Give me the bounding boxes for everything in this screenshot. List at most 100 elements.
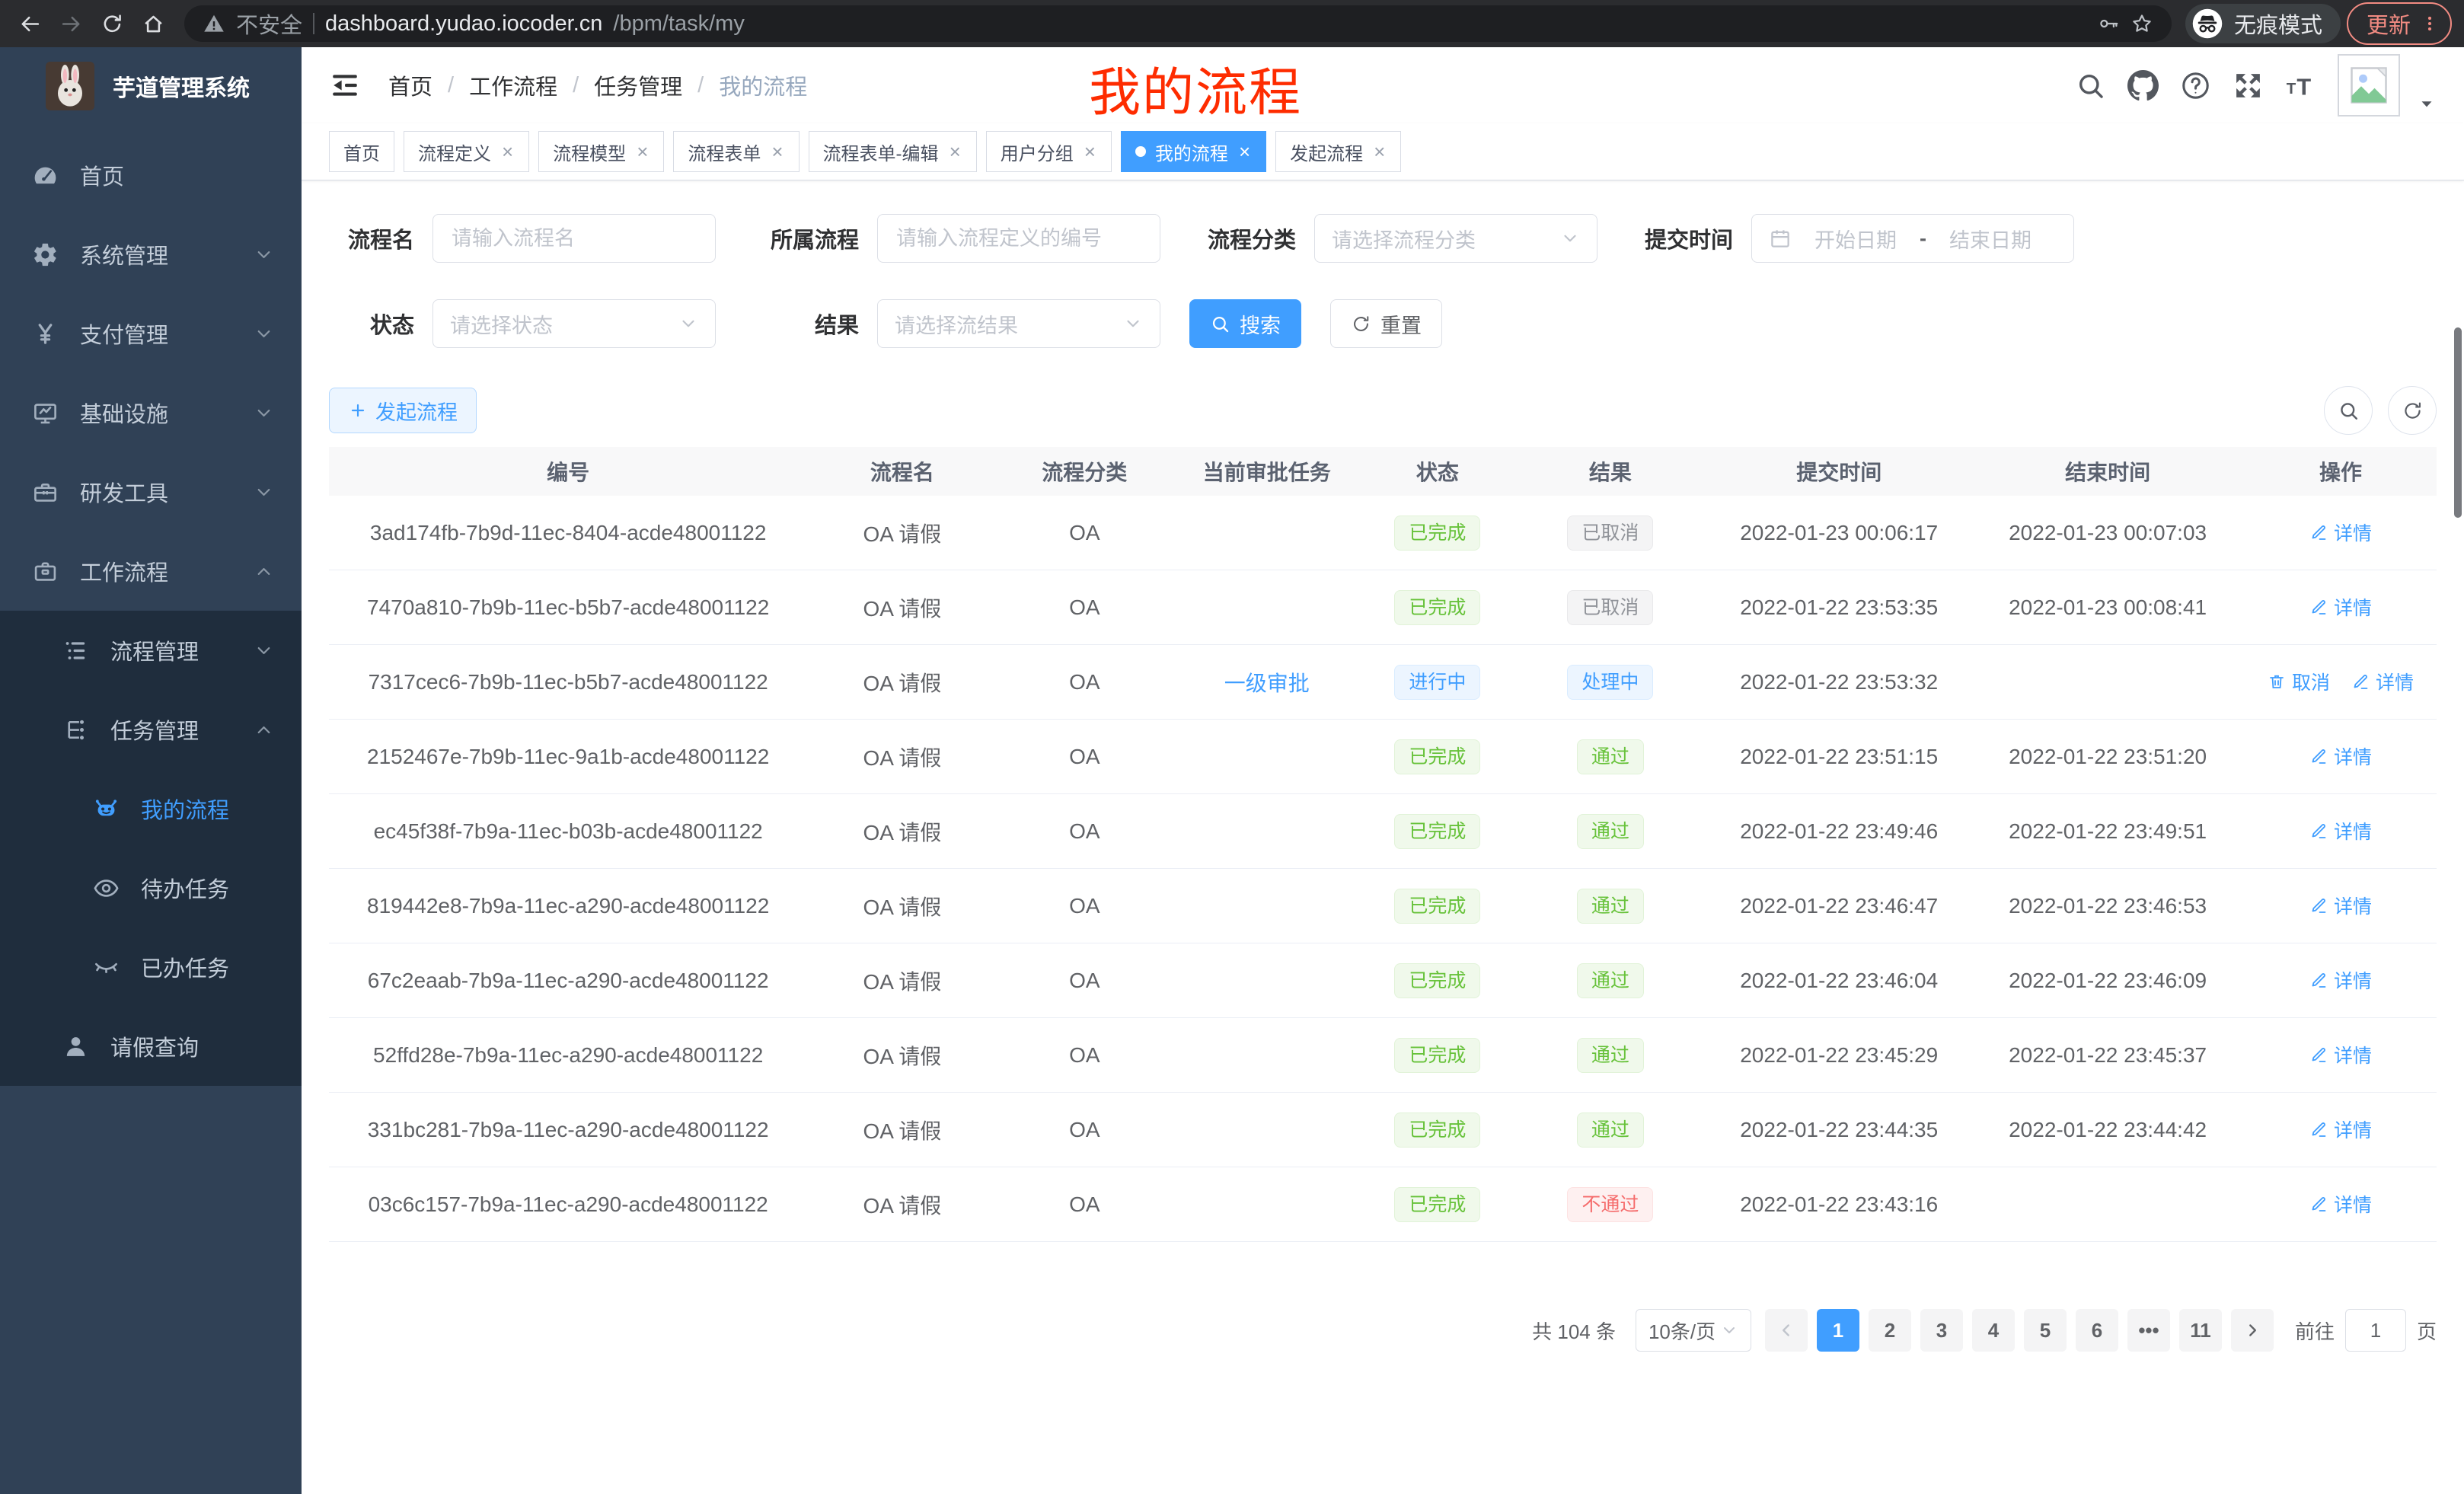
scrollbar-thumb[interactable] [2454,327,2462,518]
process-name-field[interactable] [432,214,716,263]
cell-id: 7317cec6-7b9b-11ec-b5b7-acde48001122 [368,669,768,694]
sidebar-item-流程管理[interactable]: 流程管理 [0,611,302,690]
cell-process-name: OA 请假 [863,1044,942,1068]
task-link[interactable]: 一级审批 [1224,671,1310,695]
table-row: 03c6c157-7b9a-11ec-a290-acde48001122 OA 请… [329,1167,2437,1242]
sidebar-item-已办任务[interactable]: 已办任务 [0,927,302,1007]
edit-icon [2309,971,2328,989]
cell-id: 03c6c157-7b9a-11ec-a290-acde48001122 [368,1192,768,1216]
table-row: 67c2eaab-7b9a-11ec-a290-acde48001122 OA 请… [329,943,2437,1018]
close-icon[interactable]: × [1238,140,1251,163]
cancel-link[interactable]: 取消 [2268,668,2330,695]
back-button[interactable] [12,6,47,41]
tab-流程表单[interactable]: 流程表单 × [673,131,800,172]
detail-link[interactable]: 详情 [2309,1116,2372,1143]
sidebar-fold-icon[interactable] [329,69,361,101]
tab-流程表单-编辑[interactable]: 流程表单-编辑 × [808,131,977,172]
tab-我的流程[interactable]: 我的流程 × [1120,131,1267,172]
prev-page-button[interactable] [1764,1309,1808,1352]
page-button-6[interactable]: 6 [2075,1309,2118,1352]
detail-link[interactable]: 详情 [2309,519,2372,546]
tab-流程定义[interactable]: 流程定义 × [404,131,530,172]
password-key-icon[interactable] [2097,12,2120,35]
close-icon[interactable]: × [949,140,961,163]
help-icon[interactable] [2180,70,2211,101]
sidebar-item-待办任务[interactable]: 待办任务 [0,848,302,927]
next-page-button[interactable] [2230,1309,2274,1352]
detail-link[interactable]: 详情 [2309,593,2372,621]
date-range-picker[interactable]: 开始日期 - 结束日期 [1751,214,2074,263]
breadcrumb-item[interactable]: 工作流程 [469,75,558,100]
sidebar-item-任务管理[interactable]: 任务管理 [0,690,302,769]
close-icon[interactable]: × [502,140,514,163]
fullscreen-icon[interactable] [2233,70,2264,101]
user-avatar[interactable] [2338,54,2400,117]
create-process-button[interactable]: 发起流程 [329,388,477,433]
reload-button[interactable] [94,6,129,41]
toggle-search-button[interactable] [2324,386,2373,435]
search-icon[interactable] [2075,70,2106,101]
cell-status: 已完成 [1361,888,1513,924]
table-row: 331bc281-7b9a-11ec-a290-acde48001122 OA 请… [329,1093,2437,1167]
page-button-3[interactable]: 3 [1920,1309,1963,1352]
cell-process-name: OA 请假 [863,522,942,546]
sidebar-item-系统管理[interactable]: 系统管理 [0,215,302,294]
status-badge: 已完成 [1394,589,1481,625]
search-button[interactable]: 搜索 [1189,299,1301,348]
sidebar-item-基础设施[interactable]: 基础设施 [0,373,302,452]
table-header: 编号 流程名 流程分类 当前审批任务 状态 结果 提交时间 结束时间 操作 [329,447,2437,496]
detail-link[interactable]: 详情 [2309,817,2372,844]
detail-link[interactable]: 详情 [2309,892,2372,919]
reset-button[interactable]: 重置 [1330,299,1442,348]
sidebar-item-工作流程[interactable]: 工作流程 [0,532,302,611]
detail-link[interactable]: 详情 [2309,966,2372,994]
forward-button[interactable] [53,6,88,41]
status-select[interactable]: 请选择状态 [432,299,716,348]
breadcrumb-item[interactable]: 首页 [388,75,433,100]
result-badge: 通过 [1576,813,1644,849]
close-icon[interactable]: × [1084,140,1096,163]
sidebar-item-首页[interactable]: 首页 [0,136,302,215]
cell-submit-time: 2022-01-22 23:46:47 [1740,893,1939,918]
address-bar[interactable]: 不安全 dashboard.yudao.iocoder.cn /bpm/task… [184,5,2172,42]
tree-icon [62,717,89,743]
sidebar-item-支付管理[interactable]: 支付管理 [0,294,302,373]
page-size-select[interactable]: 10条/页 [1635,1309,1751,1352]
breadcrumb-item[interactable]: 任务管理 [594,75,683,100]
close-icon[interactable]: × [771,140,784,163]
sidebar-item-研发工具[interactable]: 研发工具 [0,452,302,532]
close-icon[interactable]: × [637,140,649,163]
process-def-field[interactable] [877,214,1160,263]
page-button-•••[interactable]: ••• [2127,1309,2170,1352]
close-icon[interactable]: × [1374,140,1386,163]
page-button-2[interactable]: 2 [1868,1309,1911,1352]
page-button-4[interactable]: 4 [1971,1309,2015,1352]
result-select[interactable]: 请选择流结果 [877,299,1160,348]
page-button-5[interactable]: 5 [2023,1309,2067,1352]
page-button-1[interactable]: 1 [1816,1309,1859,1352]
page-button-11[interactable]: 11 [2178,1309,2222,1352]
browser-menu-icon[interactable] [2420,14,2440,34]
detail-link[interactable]: 详情 [2309,742,2372,770]
detail-link[interactable]: 详情 [2309,1190,2372,1218]
chevron-down-icon[interactable] [2417,94,2437,113]
process-name-input[interactable] [450,225,698,251]
tab-用户分组[interactable]: 用户分组 × [985,131,1112,172]
tab-发起流程[interactable]: 发起流程 × [1275,131,1402,172]
detail-link[interactable]: 详情 [2351,668,2414,695]
cell-status: 已完成 [1361,962,1513,998]
category-select[interactable]: 请选择流程分类 [1314,214,1597,263]
github-icon[interactable] [2127,69,2159,101]
bookmark-star-icon[interactable] [2130,12,2153,35]
refresh-table-button[interactable] [2388,386,2437,435]
goto-page-input[interactable] [2344,1309,2406,1352]
sidebar-item-请假查询[interactable]: 请假查询 [0,1007,302,1086]
tab-首页[interactable]: 首页 [329,131,394,172]
home-button[interactable] [136,6,171,41]
browser-update-button[interactable]: 更新 [2346,2,2452,45]
detail-link[interactable]: 详情 [2309,1041,2372,1068]
sidebar-item-我的流程[interactable]: 我的流程 [0,769,302,848]
process-def-input[interactable] [895,225,1143,251]
tab-流程模型[interactable]: 流程模型 × [538,131,665,172]
